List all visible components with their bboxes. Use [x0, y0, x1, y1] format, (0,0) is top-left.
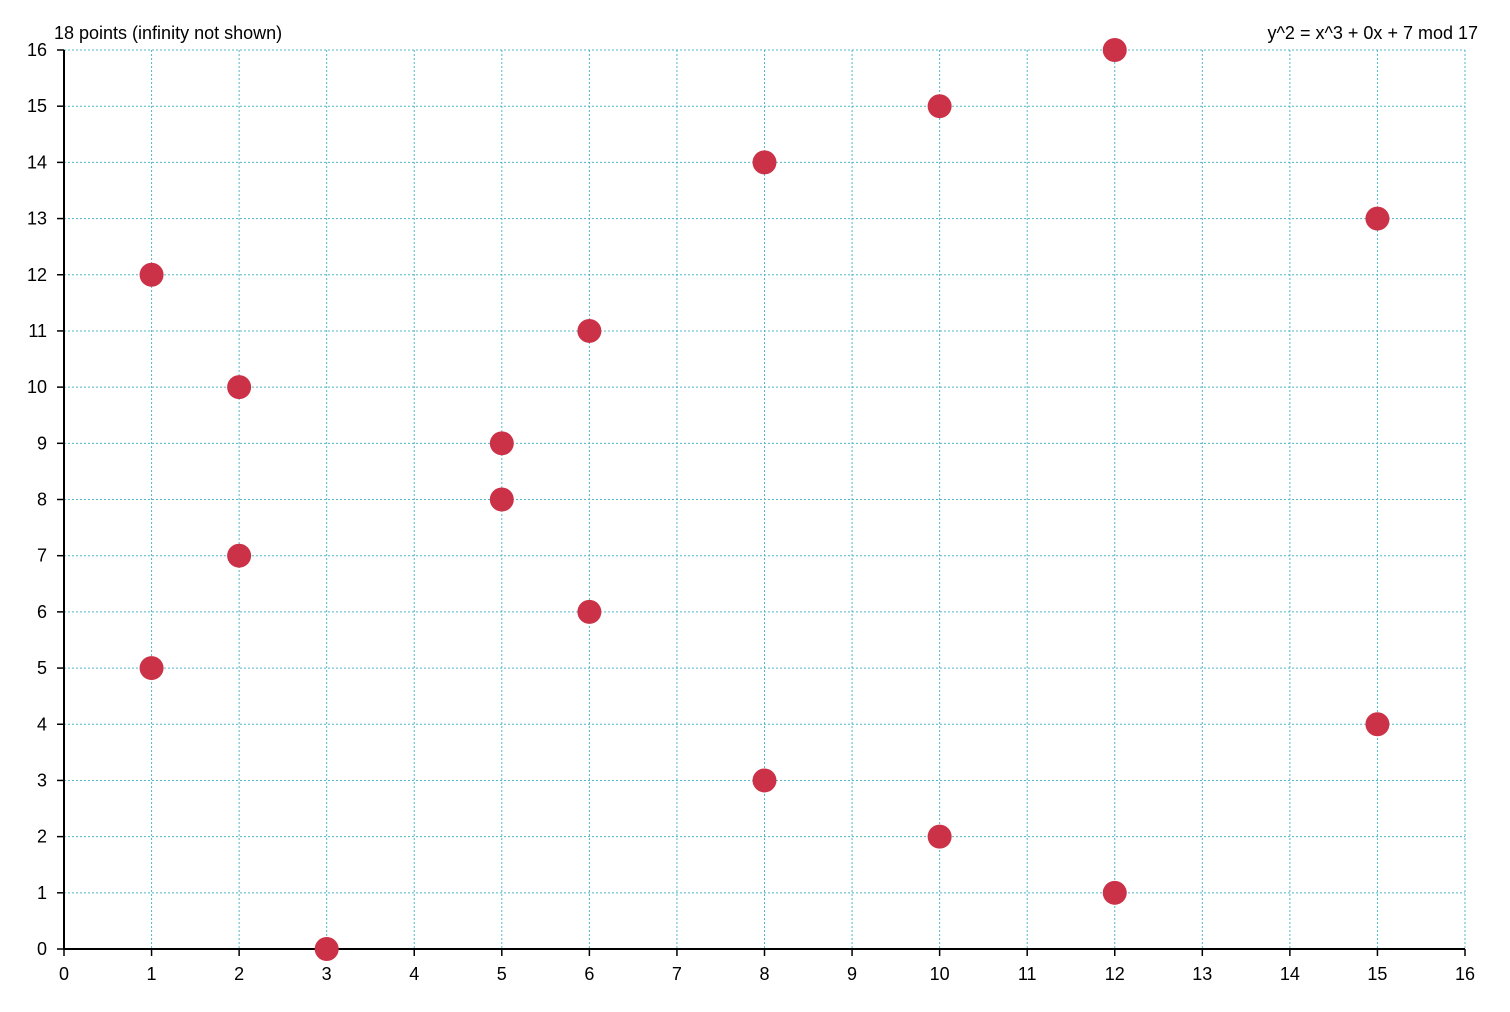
- x-tick-label: 0: [59, 964, 69, 984]
- x-tick-label: 2: [234, 964, 244, 984]
- grid: [64, 49, 1466, 949]
- y-tick-label: 1: [37, 883, 47, 903]
- y-tick-label: 7: [37, 546, 47, 566]
- data-point: [1102, 38, 1127, 62]
- y-tick-label: 5: [37, 658, 47, 678]
- y-tick-label: 8: [37, 490, 47, 510]
- y-tick-label: 13: [27, 209, 47, 229]
- data-point: [1365, 206, 1390, 231]
- data-point: [752, 150, 777, 175]
- y-tick-label: 9: [37, 433, 47, 453]
- x-tick-label: 9: [847, 964, 857, 984]
- ticks: 0 1 2 3 4 5 6 7 8 9 10 11 12 13 14 15 160123456789101112…: [27, 40, 1475, 984]
- x-tick-label: 1: [147, 964, 157, 984]
- y-tick-label: 4: [37, 714, 47, 734]
- x-tick-label: 11: [1018, 964, 1037, 984]
- chart-title-left: 18 points (infinity not shown): [54, 23, 282, 43]
- data-point: [927, 824, 952, 849]
- y-tick-label: 11: [28, 321, 47, 341]
- y-tick-label: 12: [27, 265, 47, 285]
- data-point: [577, 318, 602, 343]
- data-point: [577, 599, 602, 624]
- x-tick-label: 14: [1280, 964, 1300, 984]
- data-point: [139, 262, 164, 287]
- x-tick-label: 10: [930, 964, 950, 984]
- data-point: [927, 94, 952, 119]
- x-tick-label: 3: [322, 964, 332, 984]
- x-tick-label: 7: [672, 964, 682, 984]
- y-tick-label: 10: [27, 377, 47, 397]
- data-point: [139, 656, 164, 681]
- data-point: [752, 768, 777, 793]
- x-tick-label: 12: [1105, 964, 1125, 984]
- data-point: [489, 487, 514, 512]
- y-tick-label: 0: [37, 939, 47, 959]
- y-tick-label: 14: [27, 152, 47, 172]
- y-tick-label: 3: [37, 770, 47, 790]
- x-tick-label: 4: [409, 964, 419, 984]
- data-points: [139, 38, 1390, 961]
- data-point: [227, 543, 252, 568]
- data-point: [314, 937, 339, 961]
- y-tick-label: 16: [27, 40, 47, 60]
- x-tick-label: 5: [497, 964, 507, 984]
- y-tick-label: 2: [37, 827, 47, 847]
- data-point: [1102, 880, 1127, 905]
- x-tick-label: 15: [1367, 964, 1387, 984]
- x-tick-label: 8: [759, 964, 769, 984]
- data-point: [489, 431, 514, 456]
- y-tick-label: 15: [27, 96, 47, 116]
- y-tick-label: 6: [37, 602, 47, 622]
- x-tick-label: 6: [584, 964, 594, 984]
- x-tick-label: 16: [1455, 964, 1475, 984]
- x-tick-label: 13: [1192, 964, 1212, 984]
- chart-title-right: y^2 = x^3 + 0x + 7 mod 17: [1267, 23, 1478, 43]
- data-point: [1365, 712, 1390, 737]
- data-point: [227, 375, 252, 400]
